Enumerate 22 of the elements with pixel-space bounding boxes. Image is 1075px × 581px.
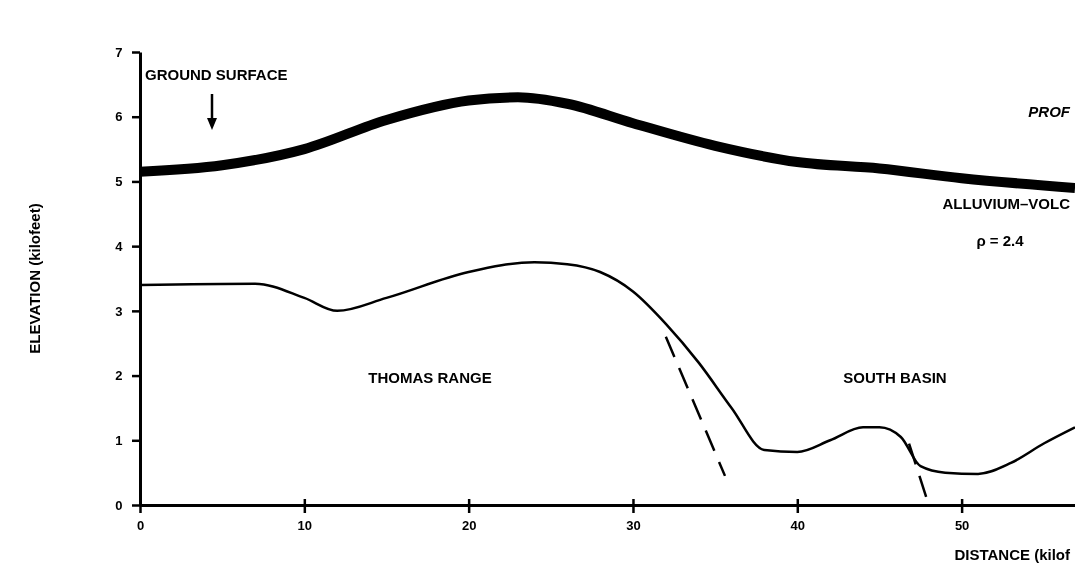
annotation: ALLUVIUM–VOLC	[942, 195, 1071, 212]
annotation: SOUTH BASIN	[843, 369, 947, 386]
y-tick-label: 7	[115, 44, 123, 60]
annotation: ρ = 2.4	[976, 232, 1025, 249]
y-tick-label: 4	[115, 238, 124, 254]
x-tick-label: 30	[626, 518, 641, 534]
x-tick-label: 40	[790, 518, 806, 534]
annotation: THOMAS RANGE	[368, 369, 492, 386]
annotation: GROUND SURFACE	[145, 66, 288, 83]
y-tick-label: 0	[115, 497, 123, 513]
x-tick-label: 10	[297, 518, 313, 534]
x-tick-label: 20	[461, 518, 477, 534]
y-tick-label: 2	[115, 368, 123, 384]
y-tick-label: 1	[115, 432, 123, 448]
annotation: PROF	[1028, 103, 1071, 120]
x-tick-label: 50	[954, 518, 970, 534]
y-axis-title: ELEVATION (kilofeet)	[26, 203, 43, 354]
x-tick-label: 0	[136, 518, 145, 534]
x-axis-title: DISTANCE (kilof	[954, 546, 1071, 563]
y-tick-label: 6	[115, 109, 123, 125]
y-tick-label: 5	[115, 174, 123, 190]
y-tick-label: 3	[115, 303, 123, 319]
